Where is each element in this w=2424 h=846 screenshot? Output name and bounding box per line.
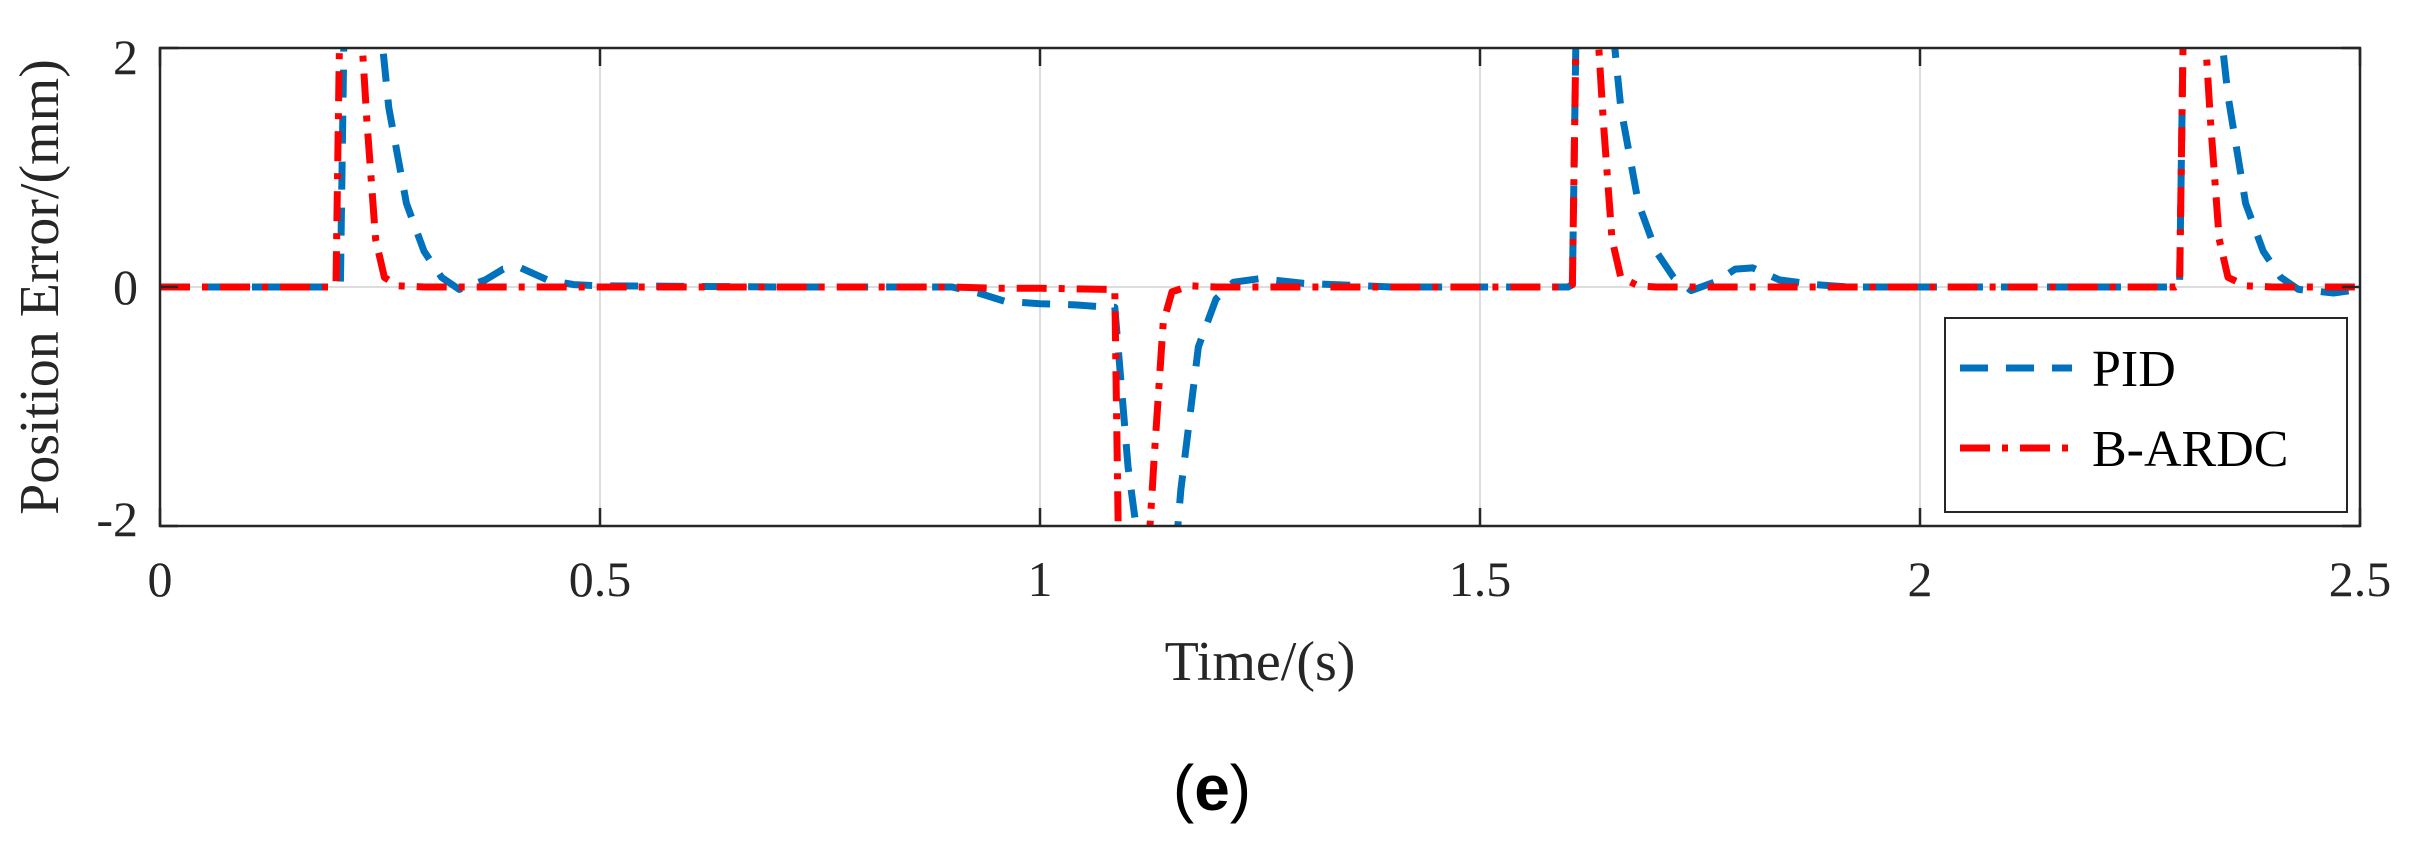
panel-label-letter: e [1194, 752, 1230, 824]
legend: PID B-ARDC [1944, 317, 2348, 513]
series-layer [160, 48, 2360, 526]
y-tick-label: -2 [96, 491, 138, 547]
y-tick-label: 0 [113, 259, 138, 315]
x-tick-label: 1 [1028, 551, 1053, 607]
x-tick-label: 2 [1908, 551, 1933, 607]
legend-label-b-ardc: B-ARDC [2092, 421, 2288, 478]
x-axis-title: Time/(s) [1165, 631, 1356, 693]
tick-labels: 0 0.5 1 1.5 2 2.5-202 [96, 29, 2391, 607]
x-tick-label: 0.5 [569, 551, 632, 607]
legend-label-pid: PID [2092, 341, 2176, 398]
y-axis-title: Position Error/(mm) [9, 59, 71, 515]
legend-box [1944, 317, 2348, 513]
x-tick-label: 0 [148, 551, 173, 607]
panel-label: (e) [1173, 752, 1251, 824]
x-tick-label: 1.5 [1449, 551, 1512, 607]
ticks [158, 46, 2362, 528]
x-tick-label: 2.5 [2329, 551, 2392, 607]
y-tick-label: 2 [113, 29, 138, 85]
series-line-pid [160, 48, 2360, 526]
series-line-b-ardc [160, 48, 2360, 526]
panel-label-open: ( [1173, 752, 1194, 824]
panel-label-close: ) [1230, 752, 1251, 824]
